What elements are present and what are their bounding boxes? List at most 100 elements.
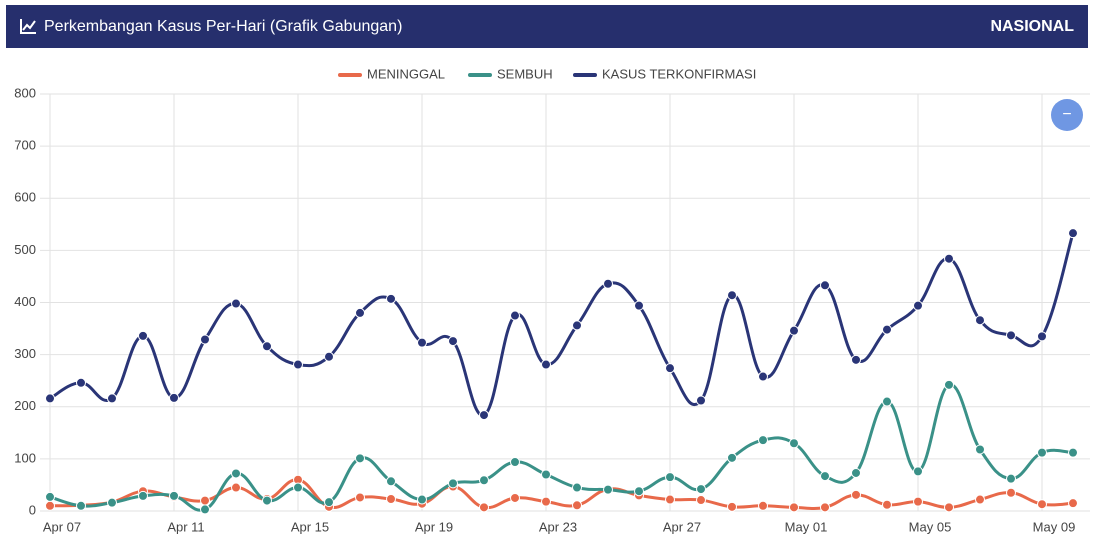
point	[386, 476, 396, 487]
point	[944, 502, 954, 513]
point	[572, 320, 582, 331]
point	[820, 471, 830, 482]
series-line	[49, 232, 1075, 417]
point	[913, 496, 923, 507]
point	[45, 500, 55, 511]
point	[169, 490, 179, 501]
point	[820, 280, 830, 291]
point	[975, 315, 985, 326]
point	[386, 494, 396, 505]
zoom-button-label[interactable]: −	[1062, 106, 1071, 123]
point	[324, 351, 334, 362]
point	[76, 377, 86, 388]
y-tick-label: 200	[14, 398, 36, 413]
x-tick-label: May 05	[909, 519, 952, 534]
point	[45, 393, 55, 404]
point	[913, 466, 923, 477]
point	[975, 444, 985, 455]
header-title: Perkembangan Kasus Per-Hari (Grafik Gabu…	[44, 18, 402, 35]
x-tick-label: Apr 15	[291, 519, 329, 534]
point	[789, 438, 799, 449]
point	[572, 500, 582, 511]
point	[45, 491, 55, 502]
point	[417, 494, 427, 505]
header-region: NASIONAL	[990, 18, 1074, 35]
header-bar	[6, 5, 1088, 48]
point	[758, 500, 768, 511]
point	[789, 325, 799, 336]
point	[231, 482, 241, 493]
point	[727, 290, 737, 301]
point	[541, 359, 551, 370]
point	[1006, 330, 1016, 341]
point	[851, 467, 861, 478]
point	[479, 502, 489, 513]
point	[727, 501, 737, 512]
y-tick-label: 100	[14, 450, 36, 465]
point	[603, 484, 613, 495]
point	[169, 392, 179, 403]
point	[262, 341, 272, 352]
point	[107, 497, 117, 508]
point	[634, 486, 644, 497]
point	[355, 453, 365, 464]
point	[76, 500, 86, 511]
y-tick-label: 600	[14, 190, 36, 205]
point	[944, 379, 954, 390]
point	[386, 293, 396, 304]
point	[479, 475, 489, 486]
point	[200, 495, 210, 506]
point	[603, 278, 613, 289]
point	[1037, 447, 1047, 458]
point	[1068, 228, 1078, 239]
point	[696, 495, 706, 506]
point	[1006, 487, 1016, 498]
point	[479, 410, 489, 421]
legend-label: SEMBUH	[497, 66, 553, 81]
point	[138, 490, 148, 501]
point	[1068, 447, 1078, 458]
point	[789, 502, 799, 513]
point	[355, 492, 365, 503]
x-tick-label: Apr 27	[663, 519, 701, 534]
point	[572, 482, 582, 493]
point	[1037, 331, 1047, 342]
point	[696, 395, 706, 406]
point	[293, 482, 303, 493]
y-tick-label: 700	[14, 138, 36, 153]
point	[231, 298, 241, 309]
point	[1037, 499, 1047, 510]
y-tick-label: 0	[29, 502, 36, 517]
point	[634, 300, 644, 311]
point	[851, 354, 861, 365]
point	[944, 253, 954, 264]
point	[913, 300, 923, 311]
y-tick-label: 400	[14, 294, 36, 309]
point	[975, 494, 985, 505]
series-line	[49, 383, 1074, 512]
point	[1068, 498, 1078, 509]
zoom-button[interactable]	[1051, 99, 1083, 131]
point	[231, 468, 241, 479]
point	[665, 363, 675, 374]
point	[448, 336, 458, 347]
point	[138, 330, 148, 341]
point	[417, 337, 427, 348]
chart-icon	[20, 19, 36, 34]
point	[448, 478, 458, 489]
point	[851, 489, 861, 500]
point	[324, 497, 334, 508]
point	[882, 324, 892, 335]
point	[107, 393, 117, 404]
point	[882, 499, 892, 510]
point	[510, 457, 520, 468]
point	[200, 504, 210, 515]
legend-label: MENINGGAL	[367, 66, 445, 81]
point	[510, 310, 520, 321]
y-tick-label: 500	[14, 242, 36, 257]
point	[882, 396, 892, 407]
point	[262, 495, 272, 506]
y-tick-label: 300	[14, 346, 36, 361]
x-tick-label: Apr 11	[167, 519, 204, 534]
